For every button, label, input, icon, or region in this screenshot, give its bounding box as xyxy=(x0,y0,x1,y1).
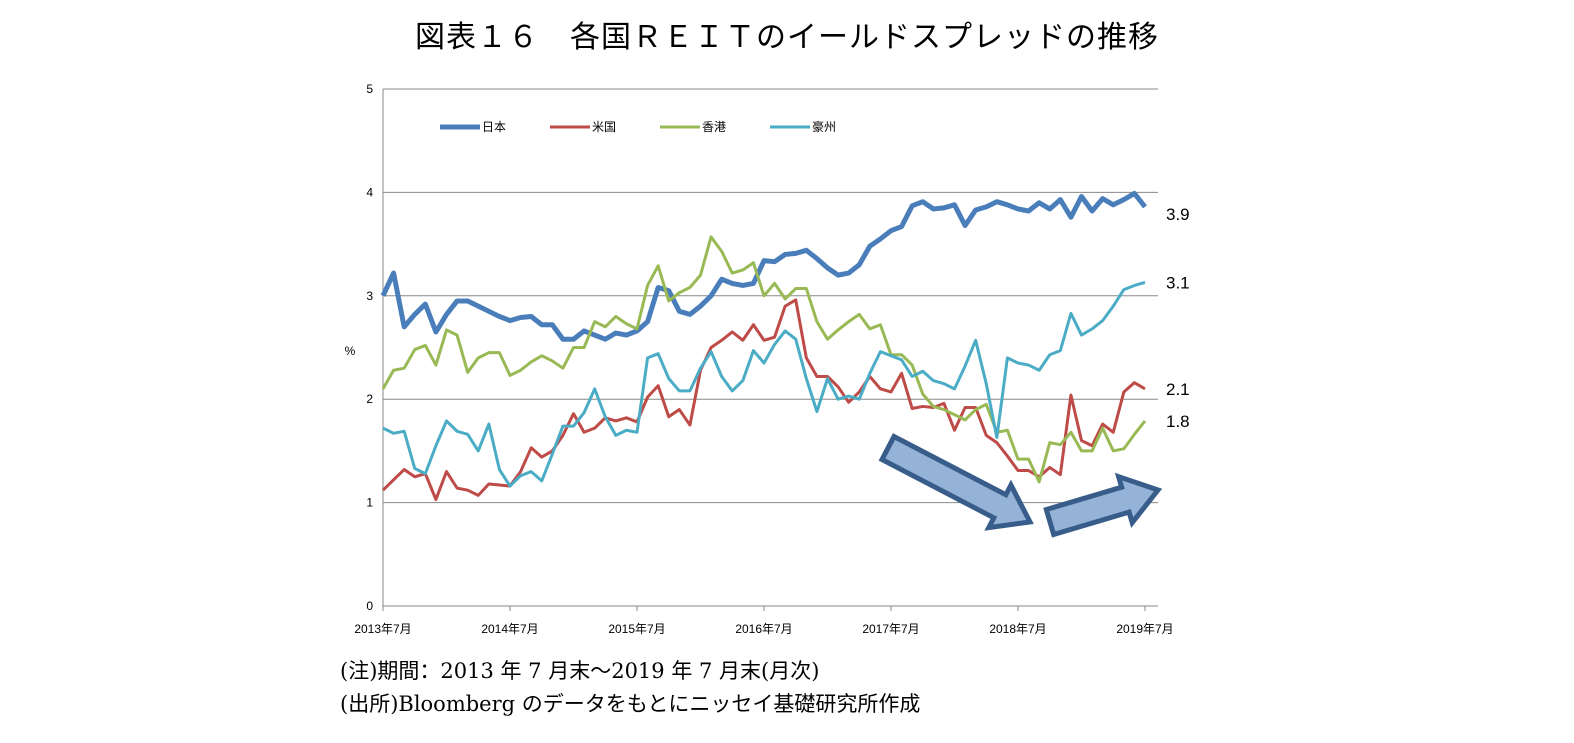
y-tick-label: 0 xyxy=(366,599,373,613)
series-line-4 xyxy=(382,280,1146,488)
y-axis-label: % xyxy=(345,344,356,358)
up-arrow-annotation xyxy=(1043,472,1163,538)
end-value-label: 3.1 xyxy=(1166,273,1190,292)
legend-label: 日本 xyxy=(482,120,506,134)
x-tick-label: 2016年7月 xyxy=(735,622,792,636)
y-tick-label: 5 xyxy=(366,82,373,96)
series-line-2 xyxy=(381,298,1146,501)
x-tick-label: 2017年7月 xyxy=(862,622,919,636)
legend-label: 豪州 xyxy=(812,119,836,134)
end-value-label: 2.1 xyxy=(1166,380,1190,399)
x-tick-label: 2015年7月 xyxy=(608,622,665,636)
end-value-label: 3.9 xyxy=(1166,205,1190,224)
series-line-3 xyxy=(381,235,1147,484)
note-source: (出所)Bloomberg のデータをもとにニッセイ基礎研究所作成 xyxy=(340,692,921,716)
y-tick-label: 3 xyxy=(366,289,373,303)
series-line-1 xyxy=(380,190,1147,342)
note-period: (注)期間：2013 年 7 月末～2019 年 7 月末(月次) xyxy=(340,659,820,683)
legend-label: 香港 xyxy=(702,120,726,134)
x-tick-label: 2013年7月 xyxy=(354,622,411,636)
y-tick-label: 4 xyxy=(366,185,373,199)
x-tick-label: 2014年7月 xyxy=(481,622,538,636)
x-tick-label: 2018年7月 xyxy=(989,622,1046,636)
y-tick-label: 1 xyxy=(366,496,373,510)
legend-label: 米国 xyxy=(592,120,616,134)
down-arrow-annotation xyxy=(878,433,1034,531)
chart-title: 図表１６ 各国ＲＥＩＴのイールドスプレッドの推移 xyxy=(415,20,1159,55)
x-tick-label: 2019年7月 xyxy=(1116,622,1173,636)
end-value-label: 1.8 xyxy=(1166,412,1190,431)
y-tick-label: 2 xyxy=(366,392,373,406)
